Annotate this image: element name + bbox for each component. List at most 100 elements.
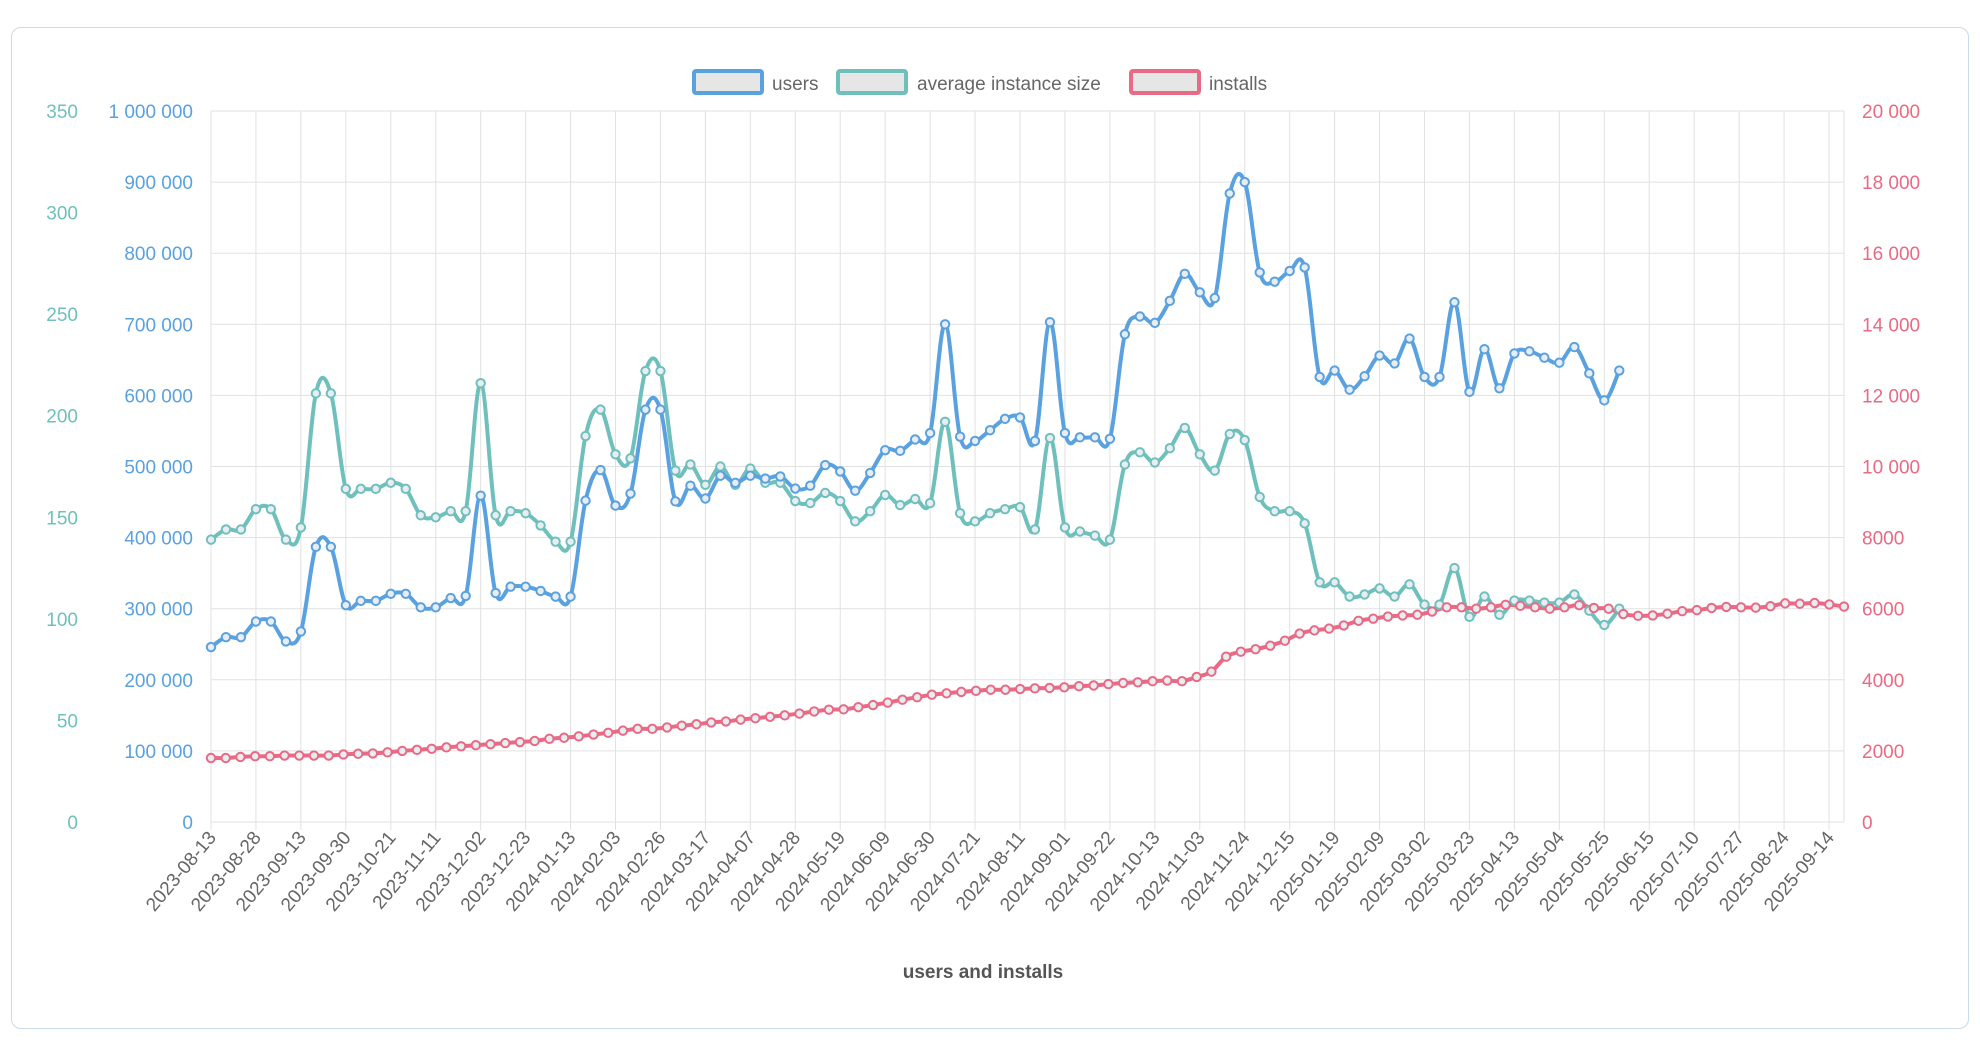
data-point-users bbox=[1569, 341, 1580, 353]
y-tick-label-average-instance-size: 150 bbox=[46, 508, 78, 529]
y-axis-installs: 0 2000 4000 6000 8000 10 000 12 000 14 000 16 00… bbox=[1862, 102, 1920, 834]
data-point-users bbox=[954, 431, 966, 442]
data-point-users bbox=[205, 641, 217, 653]
data-point-average-instance-size bbox=[1254, 491, 1265, 503]
y-tick-label-users: 1 000 000 bbox=[108, 102, 193, 123]
data-point-users bbox=[864, 467, 876, 479]
data-point-users bbox=[924, 427, 936, 439]
data-point-users bbox=[625, 488, 636, 499]
data-point-users bbox=[310, 541, 322, 553]
data-point-installs bbox=[1676, 605, 1688, 617]
legend-swatch-average-instance-size[interactable] bbox=[836, 69, 908, 95]
data-point-users bbox=[565, 591, 576, 602]
data-point-installs bbox=[1132, 677, 1144, 688]
data-point-installs bbox=[1441, 602, 1452, 613]
data-point-installs bbox=[1838, 601, 1850, 612]
data-point-installs bbox=[926, 689, 938, 700]
data-point-users bbox=[1194, 287, 1205, 298]
data-point-users bbox=[415, 602, 426, 613]
data-point-users bbox=[220, 631, 232, 643]
data-point-average-instance-size bbox=[340, 483, 352, 495]
data-point-average-instance-size bbox=[265, 503, 277, 515]
data-point-average-instance-size bbox=[1359, 589, 1370, 600]
data-point-average-instance-size bbox=[879, 489, 891, 501]
data-point-users bbox=[1584, 368, 1595, 379]
data-point-installs bbox=[1485, 602, 1497, 613]
legend-swatch-users[interactable] bbox=[692, 69, 764, 95]
data-point-installs bbox=[1632, 610, 1644, 622]
data-point-installs bbox=[1735, 602, 1747, 613]
data-point-average-instance-size bbox=[1179, 422, 1191, 434]
data-point-installs bbox=[1471, 603, 1482, 614]
data-point-users bbox=[1329, 365, 1340, 376]
data-point-installs bbox=[235, 751, 246, 763]
data-point-installs bbox=[1426, 606, 1438, 617]
data-point-average-instance-size bbox=[1239, 434, 1250, 446]
data-point-installs bbox=[1059, 682, 1070, 693]
data-point-installs bbox=[367, 748, 379, 759]
legend-label-average-instance-size[interactable]: average instance size bbox=[917, 74, 1101, 95]
data-point-installs bbox=[1294, 628, 1305, 639]
data-point-installs bbox=[397, 745, 408, 757]
data-point-users bbox=[1434, 371, 1445, 383]
legend-label-installs[interactable]: installs bbox=[1209, 74, 1267, 95]
data-point-users bbox=[999, 413, 1011, 425]
data-point-average-instance-size bbox=[520, 508, 531, 519]
data-point-average-instance-size bbox=[400, 483, 411, 495]
data-point-average-instance-size bbox=[445, 505, 456, 517]
y-tick-label-installs: 14 000 bbox=[1862, 315, 1920, 336]
data-point-installs bbox=[249, 751, 261, 762]
data-point-average-instance-size bbox=[894, 499, 906, 511]
series-line-users bbox=[209, 171, 1622, 649]
legend: users average instance size installs bbox=[692, 69, 1267, 95]
y-axis-average-instance-size: 0 50 100 150 200 250 300 350 bbox=[46, 102, 78, 834]
data-point-installs bbox=[1353, 615, 1364, 626]
data-point-installs bbox=[470, 740, 482, 751]
data-point-installs bbox=[1721, 601, 1732, 613]
y-tick-label-installs: 0 bbox=[1862, 813, 1873, 834]
data-point-users bbox=[265, 616, 277, 627]
data-point-average-instance-size bbox=[909, 493, 921, 505]
y-tick-label-users: 900 000 bbox=[124, 173, 193, 194]
data-point-installs bbox=[661, 722, 673, 733]
data-point-average-instance-size bbox=[205, 534, 217, 545]
data-point-users bbox=[1509, 348, 1520, 359]
data-point-users bbox=[670, 496, 681, 507]
data-point-average-instance-size bbox=[250, 503, 262, 515]
data-point-users bbox=[1614, 365, 1625, 376]
y-tick-label-users: 400 000 bbox=[124, 529, 193, 550]
data-point-installs bbox=[750, 712, 761, 724]
data-point-users bbox=[1299, 262, 1310, 273]
data-point-users bbox=[1344, 384, 1355, 395]
data-point-installs bbox=[1529, 602, 1541, 613]
y-tick-label-users: 100 000 bbox=[124, 742, 193, 763]
data-point-installs bbox=[941, 688, 952, 699]
data-point-average-instance-size bbox=[640, 365, 651, 377]
y-tick-label-average-instance-size: 50 bbox=[57, 711, 78, 732]
data-point-installs bbox=[647, 723, 658, 735]
data-point-installs bbox=[1338, 620, 1350, 631]
x-axis-title: users and installs bbox=[903, 962, 1064, 983]
data-point-users bbox=[984, 425, 996, 436]
data-point-installs bbox=[1750, 602, 1761, 613]
data-point-installs bbox=[1691, 604, 1703, 616]
data-point-users bbox=[1269, 276, 1280, 287]
data-point-average-instance-size bbox=[864, 505, 876, 517]
data-point-installs bbox=[1176, 676, 1188, 687]
data-point-users bbox=[1374, 350, 1385, 361]
legend-label-users[interactable]: users bbox=[772, 74, 818, 95]
data-point-average-instance-size bbox=[1269, 505, 1280, 517]
data-point-users bbox=[490, 587, 501, 599]
legend-swatch-installs[interactable] bbox=[1129, 69, 1201, 95]
data-point-installs bbox=[676, 720, 687, 731]
data-point-installs bbox=[1220, 651, 1232, 662]
data-point-installs bbox=[1618, 608, 1629, 620]
data-point-users bbox=[1284, 265, 1295, 277]
y-tick-label-installs: 8000 bbox=[1862, 529, 1904, 550]
data-point-users bbox=[1599, 395, 1610, 406]
data-point-average-instance-size bbox=[1194, 449, 1205, 460]
data-point-users bbox=[505, 581, 516, 592]
data-point-installs bbox=[1412, 609, 1423, 620]
data-point-users bbox=[1044, 316, 1056, 328]
data-point-installs bbox=[720, 716, 732, 727]
